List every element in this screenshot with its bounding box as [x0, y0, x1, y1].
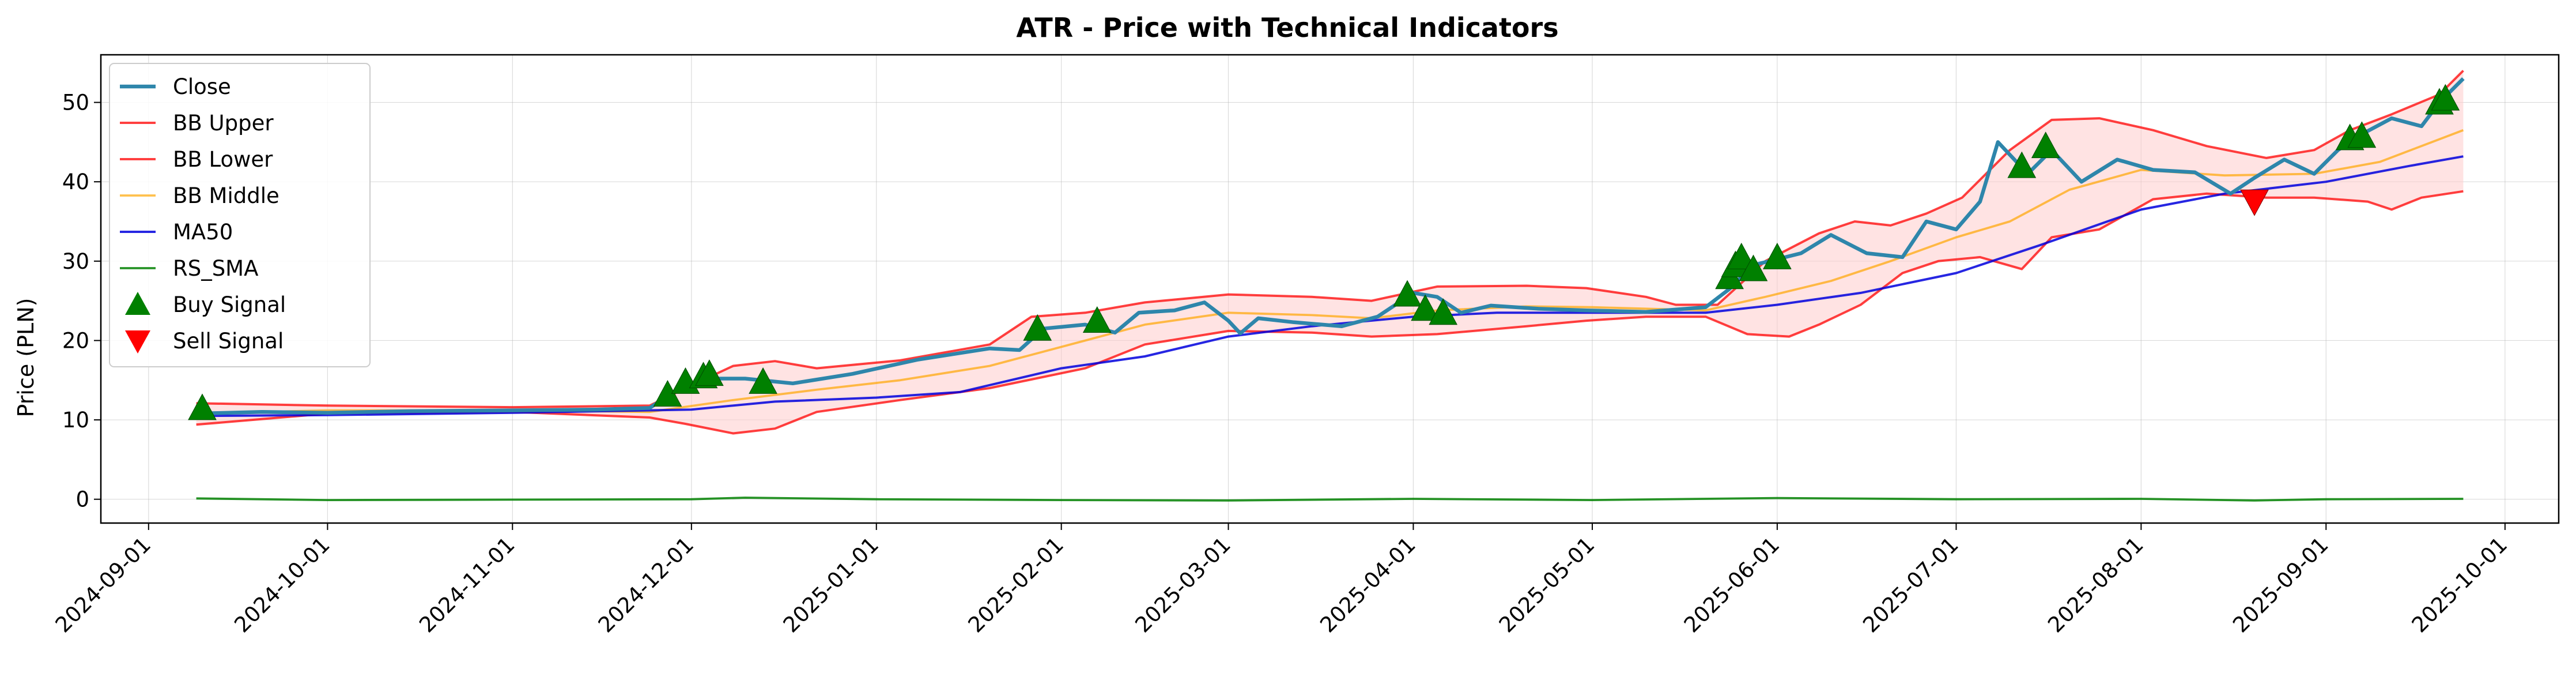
- plot-frame: [100, 54, 2560, 524]
- buy-signal-marker: [1082, 306, 1112, 333]
- y-tick-label: 40: [62, 170, 89, 194]
- series-line-ma50: [196, 155, 2464, 418]
- buy-signal-marker: [749, 367, 777, 394]
- series-line-close: [196, 77, 2465, 416]
- legend-label: RS_SMA: [173, 256, 258, 281]
- y-tick-label: 20: [62, 328, 89, 353]
- series-lines: [196, 70, 2465, 502]
- y-tick-label: 50: [62, 91, 89, 115]
- legend-box: [109, 63, 371, 367]
- series-line-bb-lower: [196, 190, 2464, 435]
- legend-swatch-buy: [125, 292, 150, 315]
- y-tick-label: 10: [62, 408, 89, 433]
- legend-label: BB Lower: [173, 147, 273, 172]
- buy-signal-marker: [1763, 242, 1792, 269]
- buy-signal-marker: [1411, 294, 1440, 321]
- series-line-bb-upper: [196, 70, 2464, 409]
- y-axis-label: Price (PLN): [13, 298, 39, 418]
- legend-label: BB Middle: [173, 183, 279, 208]
- buy-signal-marker: [1393, 280, 1422, 307]
- legend-swatch-sell: [125, 330, 150, 354]
- series-line-rs-sma: [196, 497, 2464, 502]
- bollinger-band-area: [196, 70, 2464, 434]
- legend-label: Close: [173, 74, 231, 99]
- buy-signal-marker: [2347, 121, 2377, 148]
- legend-label: Buy Signal: [173, 292, 286, 317]
- legend: Close BB Upper BB Lower BB Middle MA50 RS_SMA…: [109, 63, 371, 367]
- buy-signal-marker: [2431, 84, 2460, 111]
- legend-label: BB Upper: [173, 111, 274, 136]
- buy-signal-marker: [1023, 314, 1052, 341]
- signal-markers: [188, 84, 2460, 420]
- y-tick-label: 0: [75, 487, 89, 512]
- buy-signal-marker: [188, 393, 217, 420]
- sell-signal-marker: [2240, 189, 2269, 216]
- buy-signal-marker: [1429, 298, 1458, 325]
- buy-signal-marker: [2007, 151, 2037, 178]
- bollinger-band-fill: [196, 70, 2464, 434]
- chart-title: ATR - Price with Technical Indicators: [1016, 12, 1558, 43]
- y-tick-label: 30: [62, 249, 89, 274]
- buy-signal-marker: [695, 359, 724, 386]
- legend-label: Sell Signal: [173, 329, 284, 354]
- legend-label: MA50: [173, 220, 233, 245]
- buy-signal-marker: [2031, 131, 2060, 159]
- buy-signal-marker: [1727, 242, 1756, 269]
- grid: [101, 55, 2559, 523]
- buy-signal-marker: [1739, 254, 1768, 281]
